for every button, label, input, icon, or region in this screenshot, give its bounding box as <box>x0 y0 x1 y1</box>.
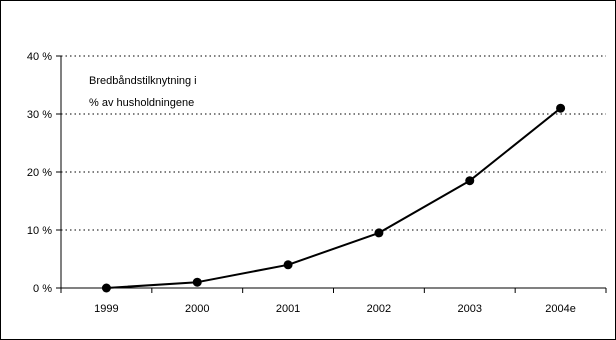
data-point-2000 <box>192 277 202 287</box>
y-tick-label: 10 % <box>27 225 52 237</box>
x-tick-label: 2001 <box>276 303 300 315</box>
annotation-line-1: Bredbåndstilknytning i <box>89 75 197 87</box>
series-line-0 <box>106 107 562 289</box>
y-tick-label: 30 % <box>27 109 52 121</box>
y-ticks: 0 % 10 % 20 % 30 % 40 % <box>27 51 61 295</box>
x-tick-label: 2004e <box>545 303 576 315</box>
data-point-2003 <box>465 176 475 186</box>
annotation-line-2: % av husholdningene <box>89 97 194 109</box>
x-tick-label: 1999 <box>94 303 118 315</box>
x-ticks: 1999 2000 2001 2002 2003 2004e <box>60 288 607 315</box>
data-point-1999 <box>101 283 111 293</box>
y-tick-label: 20 % <box>27 167 52 179</box>
x-tick-label: 2002 <box>367 303 391 315</box>
annotation: Bredbåndstilknytning i % av husholdninge… <box>89 75 197 109</box>
y-tick-label: 0 % <box>33 283 52 295</box>
y-tick-label: 40 % <box>27 51 52 63</box>
gridlines <box>61 55 606 231</box>
data-point-2002 <box>374 228 384 238</box>
series-layer <box>101 103 566 293</box>
x-tick-label: 2000 <box>185 303 209 315</box>
data-point-2001 <box>283 260 293 270</box>
data-point-2004e <box>556 103 566 113</box>
x-tick-label: 2003 <box>458 303 482 315</box>
